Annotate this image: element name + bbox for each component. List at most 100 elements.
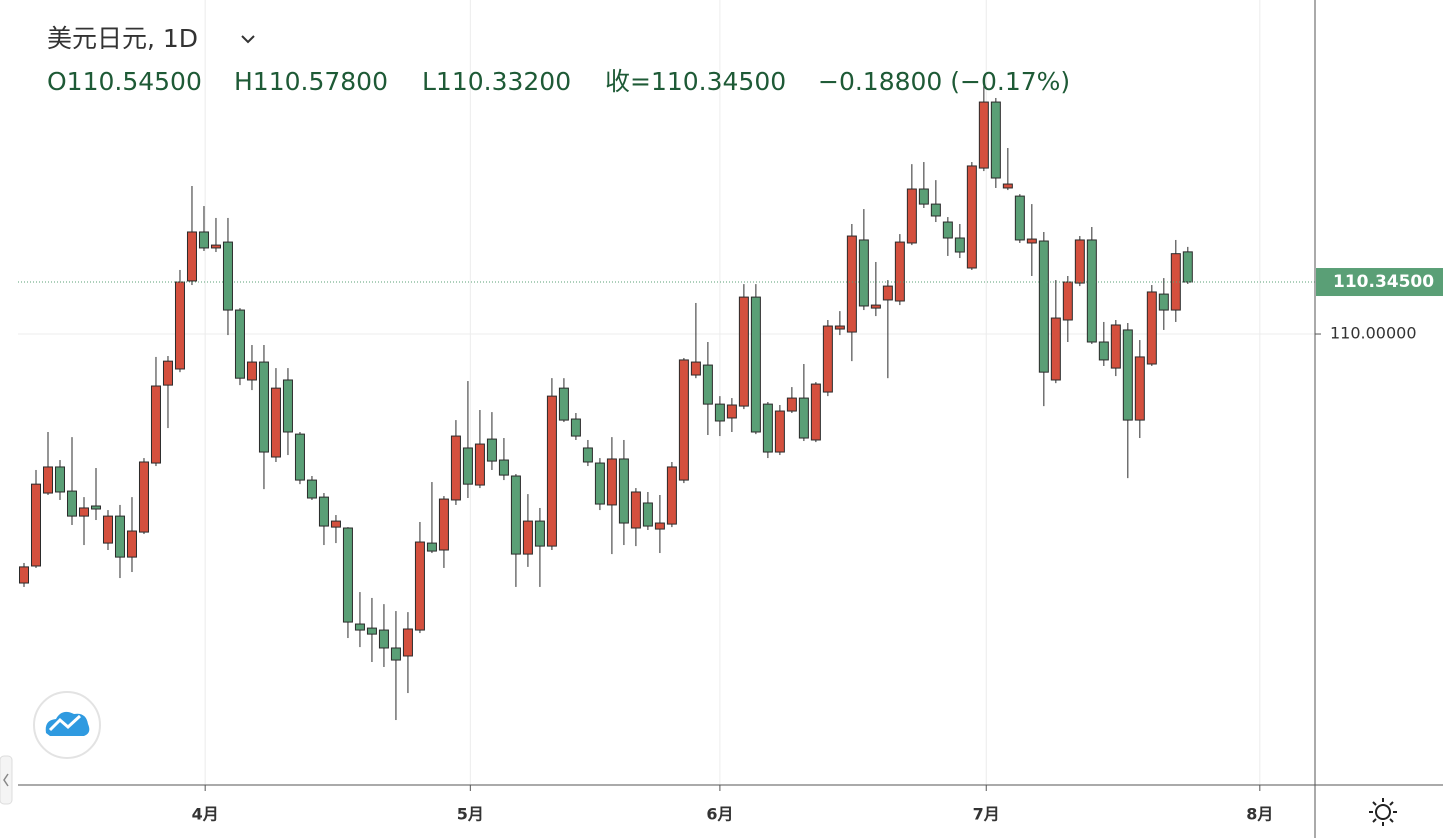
candle-body bbox=[1026, 238, 1037, 244]
candle-body bbox=[678, 359, 689, 481]
candle-body bbox=[222, 241, 233, 311]
candle-body bbox=[762, 403, 773, 453]
candle-body bbox=[1050, 317, 1061, 381]
symbol-dropdown[interactable] bbox=[241, 35, 255, 44]
candle-body bbox=[618, 458, 629, 524]
candle-body bbox=[378, 629, 389, 649]
candle-body bbox=[102, 515, 113, 544]
candle-body bbox=[582, 447, 593, 463]
candle-body bbox=[1110, 324, 1121, 369]
candle-body bbox=[510, 475, 521, 555]
candle-body bbox=[954, 237, 965, 253]
candle-body bbox=[798, 397, 809, 439]
settings-icon[interactable] bbox=[1369, 798, 1397, 826]
candle-body bbox=[990, 101, 1001, 179]
candle-body bbox=[354, 623, 365, 631]
candle-body bbox=[906, 188, 917, 244]
candle-body bbox=[726, 404, 737, 419]
candle-body bbox=[822, 325, 833, 393]
candle-body bbox=[246, 361, 257, 381]
ohlc-low: L110.33200 bbox=[422, 67, 571, 96]
candle-body bbox=[402, 628, 413, 657]
candle-body bbox=[114, 515, 125, 558]
candle-body bbox=[138, 461, 149, 533]
x-tick-label: 7月 bbox=[973, 805, 1000, 824]
candle-body bbox=[1038, 240, 1049, 373]
logo[interactable] bbox=[33, 691, 101, 759]
candle-body bbox=[654, 522, 665, 530]
candle-body bbox=[846, 235, 857, 333]
side-toggle[interactable] bbox=[0, 755, 13, 805]
candle-body bbox=[330, 520, 341, 528]
candle-body bbox=[630, 491, 641, 529]
candle-body bbox=[918, 188, 929, 205]
candle-body bbox=[30, 483, 41, 567]
candle-body bbox=[306, 479, 317, 499]
candle-body bbox=[78, 507, 89, 517]
candle-body bbox=[834, 325, 845, 330]
candle-body bbox=[462, 447, 473, 485]
candle-body bbox=[870, 304, 881, 309]
candle-body bbox=[966, 165, 977, 269]
candle-body bbox=[126, 530, 137, 558]
candle-body bbox=[318, 496, 329, 527]
ohlc-high: H110.57800 bbox=[234, 67, 388, 96]
candle-body bbox=[894, 241, 905, 302]
x-tick-label: 5月 bbox=[457, 805, 484, 824]
candle-body bbox=[294, 433, 305, 481]
candle-body bbox=[690, 361, 701, 376]
candle-body bbox=[1074, 239, 1085, 284]
axes: 4月 5月 6月 7月 8月 110.00000 110.34500 bbox=[192, 268, 1443, 824]
candle-body bbox=[174, 281, 185, 370]
candles bbox=[18, 86, 1315, 721]
ohlc-open: O110.54500 bbox=[47, 67, 202, 96]
candle-body bbox=[1146, 291, 1157, 365]
x-tick-label: 4月 bbox=[192, 805, 219, 824]
candle-body bbox=[666, 466, 677, 525]
candle-body bbox=[162, 360, 173, 386]
candle-body bbox=[606, 458, 617, 506]
ohlc-change: −0.18800 (−0.17%) bbox=[818, 67, 1070, 96]
candle-body bbox=[186, 231, 197, 282]
candle-body bbox=[42, 466, 53, 494]
candle-body bbox=[810, 383, 821, 441]
candle-body bbox=[714, 403, 725, 422]
candle-body bbox=[534, 520, 545, 547]
candle-body bbox=[258, 361, 269, 453]
candle-body bbox=[594, 462, 605, 505]
candle-body bbox=[486, 438, 497, 462]
candle-body bbox=[978, 101, 989, 169]
candle-body bbox=[738, 296, 749, 407]
candle-body bbox=[90, 505, 101, 510]
candle-body bbox=[558, 387, 569, 421]
candle-body bbox=[1086, 239, 1097, 343]
candle-body bbox=[750, 296, 761, 433]
candle-body bbox=[234, 309, 245, 379]
candle-body bbox=[198, 231, 209, 249]
candle-body bbox=[702, 364, 713, 405]
candle-body bbox=[786, 397, 797, 412]
candle-body bbox=[1170, 253, 1181, 311]
candle-body bbox=[498, 459, 509, 476]
candle-body bbox=[366, 627, 377, 635]
candle-body bbox=[474, 443, 485, 486]
candle-body bbox=[270, 387, 281, 458]
candle-body bbox=[522, 520, 533, 555]
symbol-title: 美元日元, 1D bbox=[47, 24, 198, 53]
candle-body bbox=[1134, 356, 1145, 421]
candle-body bbox=[1062, 281, 1073, 321]
candle-body bbox=[930, 203, 941, 217]
candle-body bbox=[210, 244, 221, 249]
candle-body bbox=[774, 410, 785, 453]
candle-body bbox=[438, 498, 449, 551]
candle-body bbox=[414, 541, 425, 631]
x-tick-label: 6月 bbox=[706, 805, 733, 824]
candle-body bbox=[858, 239, 869, 307]
candle-body bbox=[450, 435, 461, 501]
last-price-box bbox=[1316, 268, 1443, 297]
x-tick-label: 8月 bbox=[1246, 805, 1273, 824]
candle-body bbox=[1122, 329, 1133, 421]
candle-body bbox=[1014, 195, 1025, 241]
candle-body bbox=[1182, 251, 1193, 283]
